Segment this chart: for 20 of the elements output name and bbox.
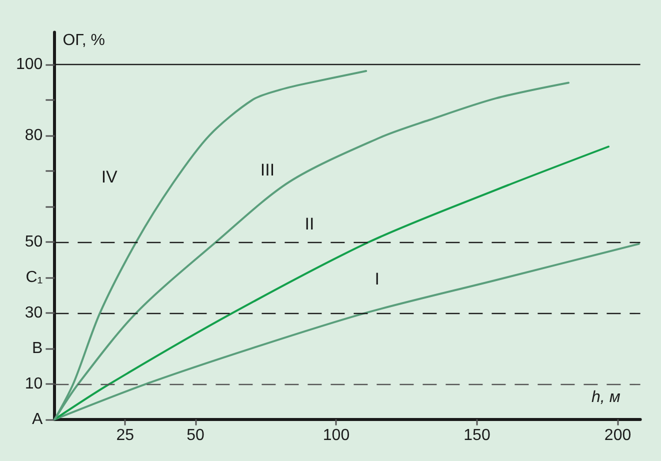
- x-tick-label: 150: [464, 426, 490, 444]
- y-tick-label: C₁: [26, 268, 43, 286]
- y-tick-label: 50: [24, 233, 43, 250]
- x-tick-label: 25: [116, 426, 134, 444]
- y-tick-label: 10: [24, 375, 43, 392]
- series-label: II: [304, 214, 314, 234]
- x-tick-label: 100: [322, 426, 350, 444]
- line-series: [54, 146, 610, 420]
- x-tick-label: 200: [604, 426, 632, 444]
- x-axis-title: h, м: [592, 388, 620, 406]
- series-label: III: [260, 160, 275, 180]
- text: IV: [101, 167, 118, 186]
- y-tick-label: 80: [24, 126, 43, 144]
- y-tick-label: A: [32, 410, 44, 428]
- y-tick-label: 30: [24, 304, 43, 322]
- series-label: I: [374, 269, 380, 288]
- x-tick-label: 50: [186, 426, 204, 444]
- y-tick-label: B: [32, 340, 43, 357]
- y-axis-title: ОГ, %: [62, 32, 105, 49]
- y-tick-label: 100: [16, 56, 43, 73]
